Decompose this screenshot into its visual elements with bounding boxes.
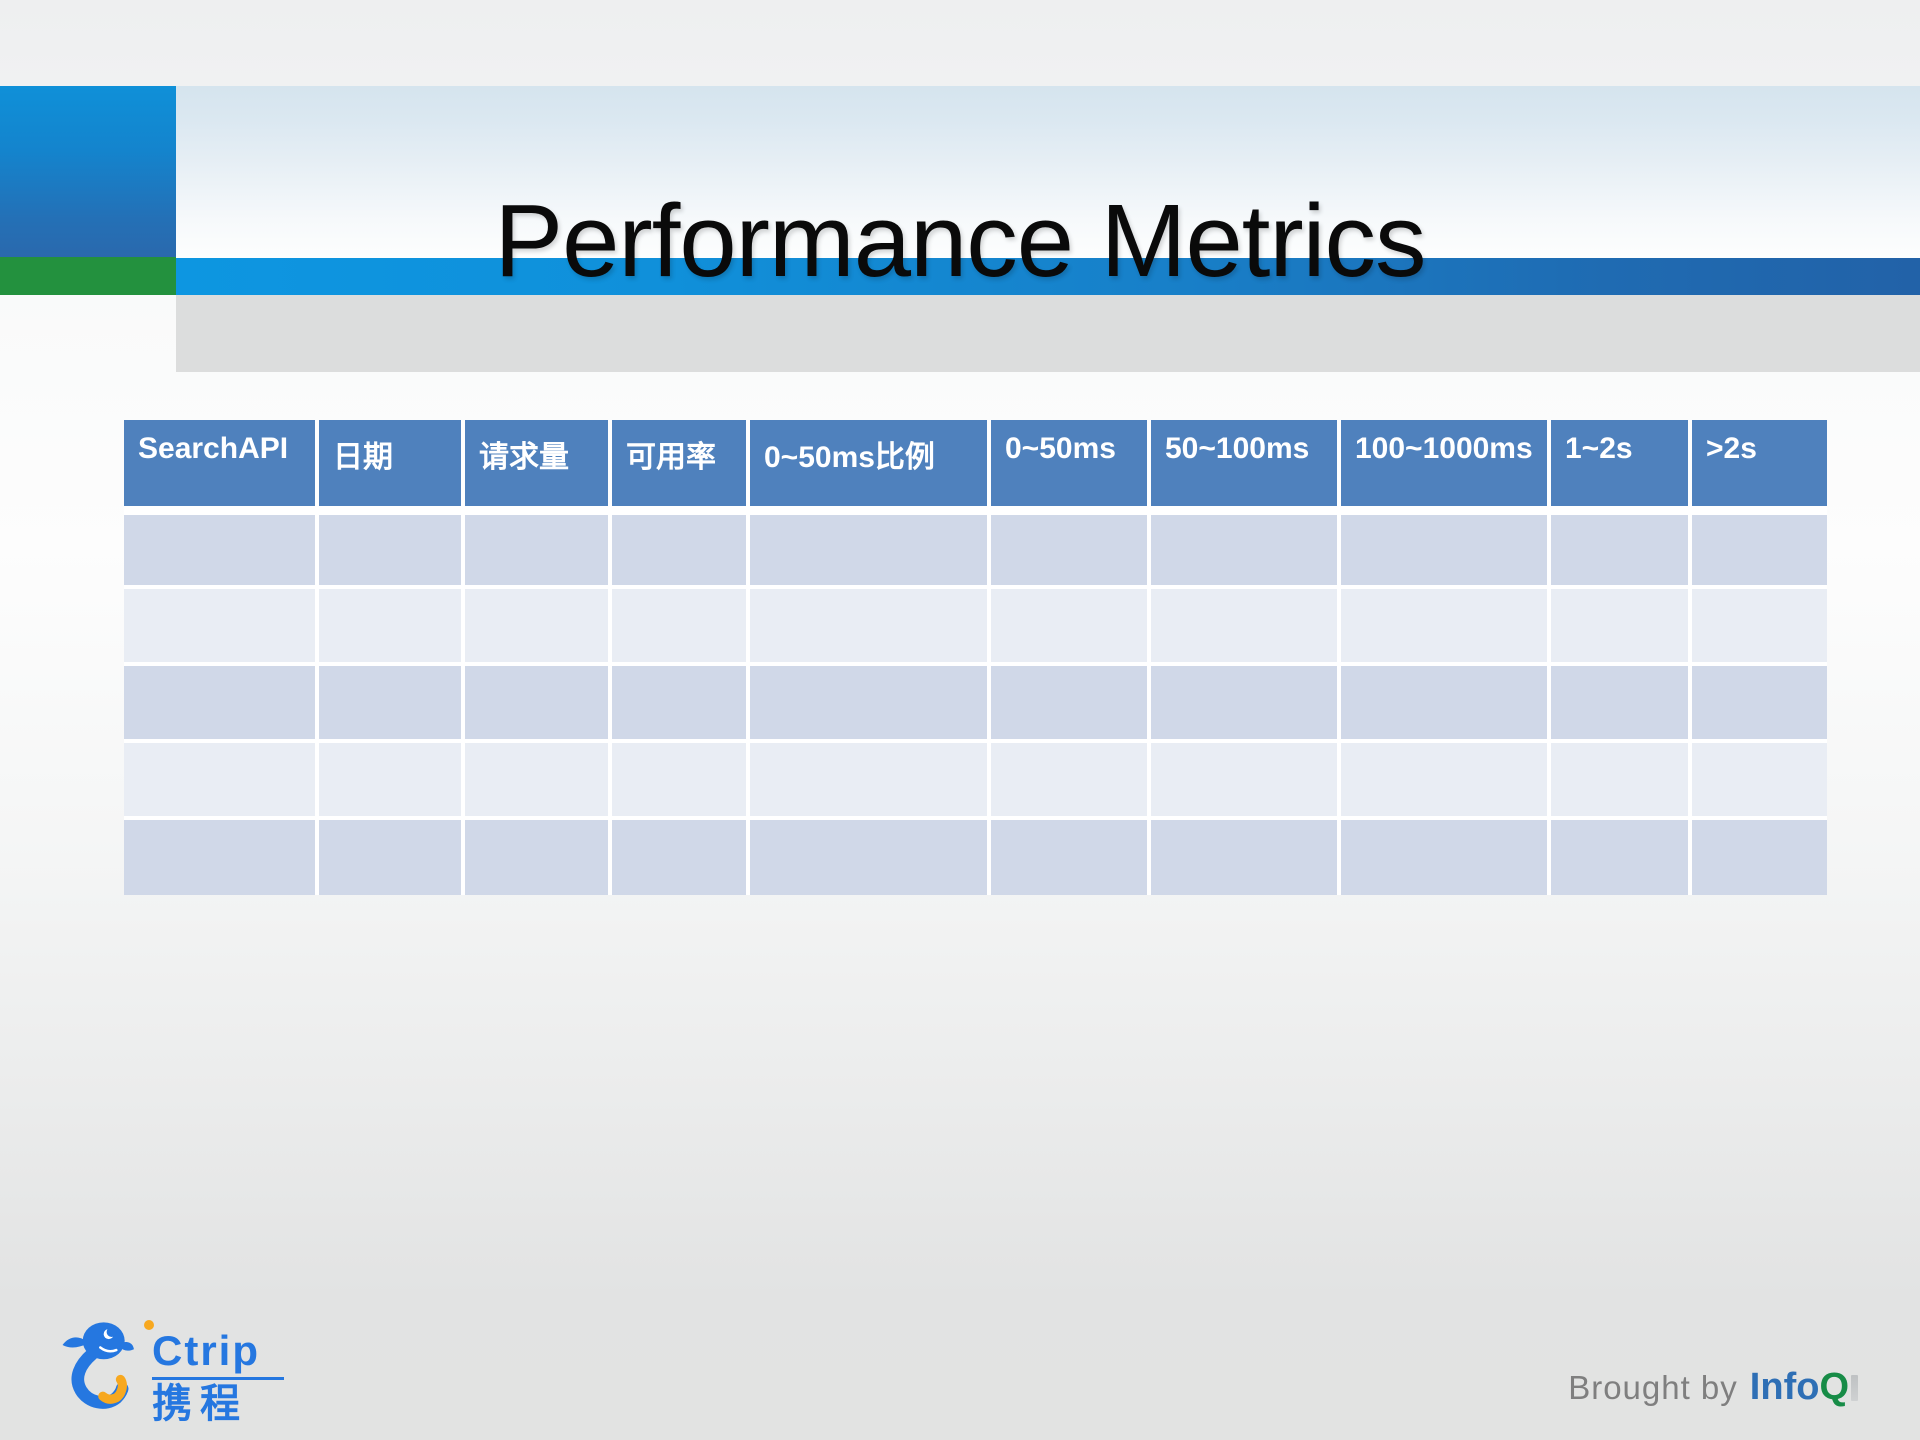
column-header-9: >2s <box>1688 420 1827 515</box>
table-cell <box>1688 662 1827 743</box>
column-header-7: 100~1000ms <box>1337 420 1551 515</box>
table-cell <box>461 508 612 589</box>
table-cell <box>1688 739 1827 820</box>
column-header-4: 0~50ms比例 <box>746 420 991 515</box>
metrics-table-body <box>124 508 1827 895</box>
table-cell <box>1547 739 1692 820</box>
column-header-0: SearchAPI <box>124 420 319 515</box>
table-cell <box>1547 662 1692 743</box>
gray-band <box>176 295 1920 372</box>
table-row <box>124 585 1827 666</box>
table-cell <box>315 739 465 820</box>
ctrip-divider <box>152 1377 284 1380</box>
infoq-q-text: Q <box>1819 1366 1849 1408</box>
credit-prefix: Brought by <box>1568 1369 1738 1406</box>
metrics-table: SearchAPI 日期 请求量 可用率 0~50ms比例 0~50ms 50~100ms 1… <box>124 420 1827 895</box>
column-header-5: 0~50ms <box>987 420 1151 515</box>
table-cell <box>1337 816 1551 895</box>
table-cell <box>1547 816 1692 895</box>
table-row <box>124 816 1827 895</box>
table-cell <box>1337 662 1551 743</box>
table-cell <box>461 585 612 666</box>
table-cell <box>1147 585 1341 666</box>
table-cell <box>1337 508 1551 589</box>
infoq-credit: Brought by InfoQ <box>1568 1366 1858 1409</box>
table-cell <box>746 585 991 666</box>
table-cell <box>1147 508 1341 589</box>
table-cell <box>1547 585 1692 666</box>
table-cell <box>608 662 750 743</box>
table-cell <box>124 816 319 895</box>
table-cell <box>1147 816 1341 895</box>
ctrip-chinese-label: 携程 <box>152 1382 248 1426</box>
table-cell <box>124 662 319 743</box>
accent-green-square <box>0 257 176 295</box>
column-header-3: 可用率 <box>608 420 750 515</box>
ctrip-dolphin-icon <box>62 1322 134 1409</box>
infoq-info-text: Info <box>1749 1366 1820 1408</box>
column-header-8: 1~2s <box>1547 420 1692 515</box>
table-cell <box>1147 662 1341 743</box>
table-cell <box>987 816 1151 895</box>
table-cell <box>1688 585 1827 666</box>
top-strip <box>0 0 1920 86</box>
table-cell <box>1337 585 1551 666</box>
table-cell <box>124 739 319 820</box>
table-cell <box>1547 508 1692 589</box>
table-cell <box>461 662 612 743</box>
table-row <box>124 508 1827 589</box>
table-cell <box>608 585 750 666</box>
table-cell <box>1337 739 1551 820</box>
table-cell <box>315 508 465 589</box>
table-cell <box>608 739 750 820</box>
column-header-6: 50~100ms <box>1147 420 1341 515</box>
table-row <box>124 739 1827 820</box>
column-header-1: 日期 <box>315 420 465 515</box>
table-cell <box>987 508 1151 589</box>
ctrip-i-dot <box>144 1320 154 1330</box>
table-cell <box>987 585 1151 666</box>
accent-blue-square <box>0 86 176 257</box>
page-title: Performance Metrics <box>494 183 1426 298</box>
infoq-cn-mark <box>1851 1374 1858 1401</box>
ctrip-latin-label: Ctrip <box>152 1327 260 1374</box>
title-band <box>176 86 1920 258</box>
table-cell <box>746 816 991 895</box>
table-cell <box>608 508 750 589</box>
metrics-table-header-row: SearchAPI 日期 请求量 可用率 0~50ms比例 0~50ms 50~100ms 1… <box>124 420 1827 515</box>
table-cell <box>746 662 991 743</box>
ctrip-logo: Ctrip 携程 <box>60 1320 284 1424</box>
table-cell <box>987 662 1151 743</box>
table-cell <box>746 508 991 589</box>
table-cell <box>746 739 991 820</box>
table-cell <box>461 739 612 820</box>
table-cell <box>124 508 319 589</box>
table-cell <box>608 816 750 895</box>
table-cell <box>315 585 465 666</box>
table-cell <box>461 816 612 895</box>
table-cell <box>1688 816 1827 895</box>
table-cell <box>124 585 319 666</box>
table-cell <box>987 739 1151 820</box>
table-cell <box>315 816 465 895</box>
table-cell <box>1147 739 1341 820</box>
table-cell <box>1688 508 1827 589</box>
infoq-logo: InfoQ <box>1750 1366 1849 1409</box>
table-row <box>124 662 1827 743</box>
accent-blue-bar <box>176 258 1920 295</box>
column-header-2: 请求量 <box>461 420 612 515</box>
ctrip-wordmark: Ctrip 携程 <box>144 1320 284 1426</box>
table-cell <box>315 662 465 743</box>
